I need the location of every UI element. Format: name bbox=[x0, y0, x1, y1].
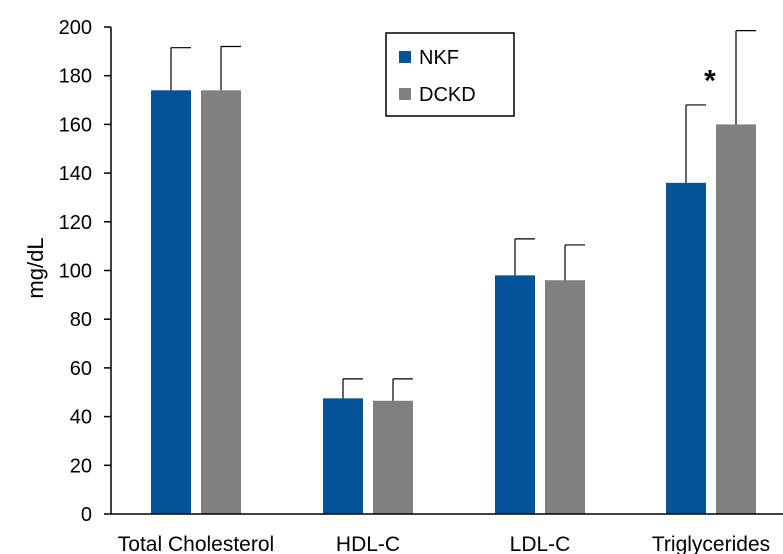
y-axis: 0 20 40 60 80 100 120 140 160 180 200 bbox=[59, 17, 111, 526]
legend-box bbox=[385, 32, 515, 117]
y-tick-label-140: 140 bbox=[59, 163, 92, 185]
x-tick-label-total-cholesterol: Total Cholesterol bbox=[118, 533, 274, 554]
y-tick-label-40: 40 bbox=[70, 407, 92, 429]
axes bbox=[110, 27, 783, 515]
legend-swatch-nkf bbox=[399, 51, 411, 63]
bar-dckd-hdl-c bbox=[373, 400, 413, 514]
y-tick-label-0: 0 bbox=[81, 504, 92, 526]
x-axis-labels: Total Cholesterol HDL-C LDL-C Triglycerides bbox=[118, 533, 770, 554]
x-tick-label-triglycerides: Triglycerides bbox=[652, 533, 770, 554]
y-tick-label-180: 180 bbox=[59, 66, 92, 88]
bar-nkf-hdl-c bbox=[323, 398, 363, 514]
bar-nkf-triglycerides bbox=[666, 182, 706, 514]
bar-nkf-ldl-c bbox=[495, 275, 535, 514]
y-axis-title: mg/dL bbox=[23, 237, 48, 298]
legend-label-nkf: NKF bbox=[419, 47, 459, 69]
y-tick-label-100: 100 bbox=[59, 261, 92, 283]
bar-dckd-triglycerides bbox=[716, 124, 756, 515]
y-tick-label-200: 200 bbox=[59, 17, 92, 39]
y-tick-label-80: 80 bbox=[70, 309, 92, 331]
x-tick-label-hdl-c: HDL-C bbox=[336, 533, 400, 554]
bar-dckd-total-cholesterol bbox=[201, 90, 241, 514]
legend: NKF DCKD bbox=[385, 32, 515, 117]
x-tick-label-ldl-c: LDL-C bbox=[510, 533, 571, 554]
bars bbox=[151, 90, 756, 515]
legend-swatch-dckd bbox=[399, 88, 411, 100]
y-tick-label-120: 120 bbox=[59, 212, 92, 234]
bar-nkf-total-cholesterol bbox=[151, 90, 191, 514]
y-tick-label-160: 160 bbox=[59, 114, 92, 136]
annotations: * bbox=[704, 65, 716, 98]
legend-label-dckd: DCKD bbox=[419, 84, 476, 106]
significance-asterisk: * bbox=[704, 65, 716, 98]
y-tick-label-20: 20 bbox=[70, 455, 92, 477]
y-tick-label-60: 60 bbox=[70, 358, 92, 380]
bar-dckd-ldl-c bbox=[545, 280, 585, 514]
error-bars bbox=[170, 30, 756, 401]
